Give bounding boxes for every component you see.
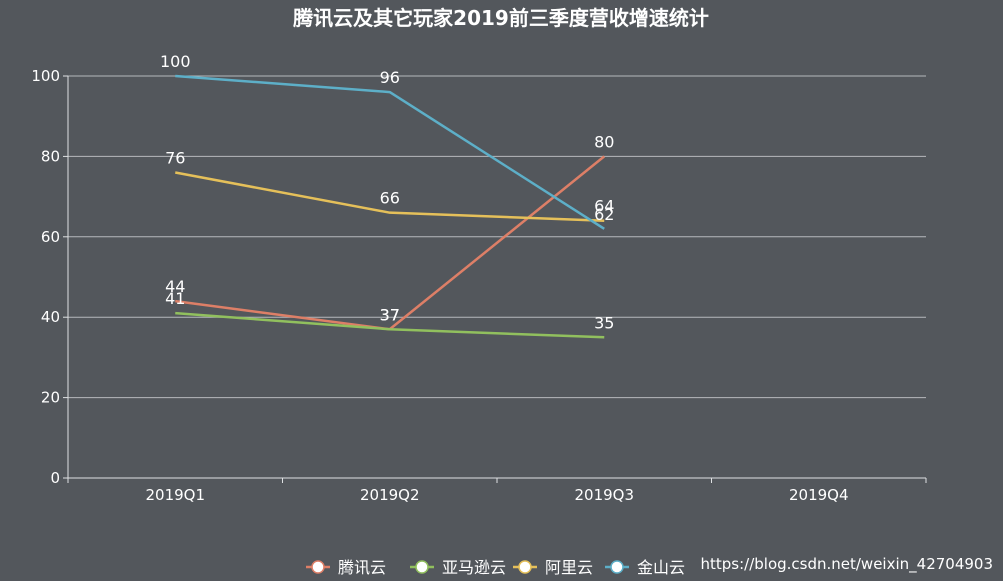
series-line [175,311,605,339]
y-tick-label: 80 [41,147,60,165]
y-tick-label: 20 [41,389,60,407]
legend-item[interactable]: 金山云 [605,558,685,577]
legend-label: 腾讯云 [338,558,386,577]
legend-label: 金山云 [637,558,685,577]
data-label: 41 [165,289,185,308]
legend-label: 亚马逊云 [442,558,506,577]
data-label: 76 [165,148,185,167]
legend-circle-icon [518,560,532,574]
legend-item[interactable]: 腾讯云 [306,558,386,577]
data-label: 37 [380,305,400,324]
legend-circle-icon [415,560,429,574]
data-label: 62 [594,205,614,224]
legend-item[interactable]: 亚马逊云 [410,558,506,577]
legend[interactable]: 腾讯云 亚马逊云 阿里云 金山云 [306,558,685,577]
data-label: 66 [380,189,400,208]
x-tick-label: 2019Q1 [145,486,205,504]
series-group [175,74,606,339]
y-tick-label: 60 [41,228,60,246]
legend-item[interactable]: 阿里云 [513,558,593,577]
y-tick-label: 0 [50,469,60,487]
y-tick-label: 100 [31,67,60,85]
chart-title: 腾讯云及其它玩家2019前三季度营收增速统计 [293,6,709,30]
data-label: 64 [594,197,614,216]
data-label: 96 [380,68,400,87]
data-label: 100 [160,52,191,71]
series-line [175,171,605,222]
x-tick-label: 2019Q3 [574,486,634,504]
data-label: 35 [594,313,614,332]
y-tick-label: 40 [41,308,60,326]
x-tick-label: 2019Q4 [789,486,849,504]
data-label: 37 [380,305,400,324]
data-label: 80 [594,132,614,151]
watermark: https://blog.csdn.net/weixin_42704903 [700,555,993,574]
x-tick-label: 2019Q2 [360,486,420,504]
series-line [175,155,606,331]
grid-lines [68,75,926,399]
data-label: 44 [165,277,185,296]
legend-label: 阿里云 [545,558,593,577]
axes: 0 20 40 60 80 100 2019Q1 2019Q2 2019Q3 2019Q4 [31,67,927,504]
legend-circle-icon [311,560,325,574]
series-line [175,74,605,230]
legend-circle-icon [610,560,624,574]
